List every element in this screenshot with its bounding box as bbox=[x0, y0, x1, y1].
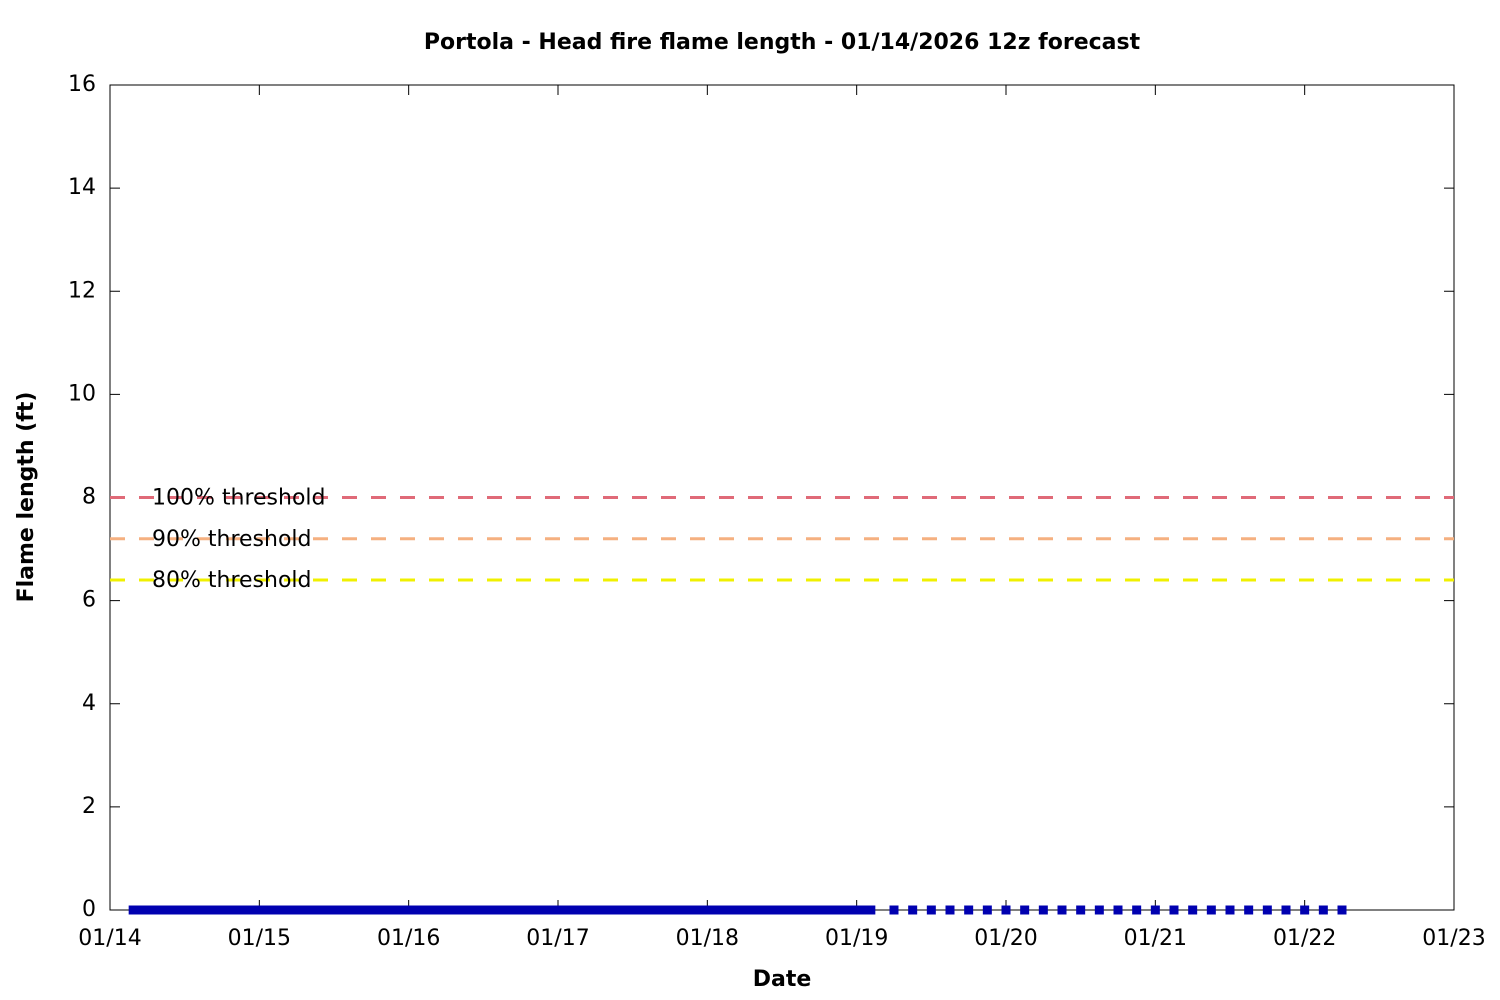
data-point bbox=[1337, 905, 1347, 915]
threshold-label: 80% threshold bbox=[152, 568, 312, 593]
y-axis-label: Flame length (ft) bbox=[14, 392, 39, 603]
data-point bbox=[945, 905, 955, 915]
x-tick-label: 01/22 bbox=[1273, 926, 1336, 951]
y-tick-label: 10 bbox=[68, 381, 96, 406]
data-point bbox=[1300, 905, 1310, 915]
data-point bbox=[889, 905, 899, 915]
y-tick-label: 4 bbox=[82, 691, 96, 716]
x-axis-label: Date bbox=[753, 967, 812, 992]
data-point bbox=[982, 905, 992, 915]
data-point bbox=[1113, 905, 1123, 915]
x-tick-label: 01/19 bbox=[825, 926, 888, 951]
data-point bbox=[1094, 905, 1104, 915]
data-point bbox=[1038, 905, 1048, 915]
x-tick-label: 01/14 bbox=[78, 926, 141, 951]
y-tick-label: 0 bbox=[82, 897, 96, 922]
threshold-label: 100% threshold bbox=[152, 486, 326, 511]
x-tick-label: 01/21 bbox=[1124, 926, 1187, 951]
data-point bbox=[1244, 905, 1254, 915]
data-point bbox=[1318, 905, 1328, 915]
x-tick-label: 01/18 bbox=[676, 926, 739, 951]
x-tick-label: 01/15 bbox=[228, 926, 291, 951]
data-point bbox=[1281, 905, 1291, 915]
y-tick-label: 14 bbox=[68, 175, 96, 200]
data-point bbox=[1206, 905, 1216, 915]
x-tick-label: 01/17 bbox=[526, 926, 589, 951]
data-point bbox=[1132, 905, 1142, 915]
y-tick-label: 8 bbox=[82, 485, 96, 510]
data-point bbox=[1188, 905, 1198, 915]
chart-title: Portola - Head fire flame length - 01/14… bbox=[424, 30, 1141, 55]
threshold-label: 90% threshold bbox=[152, 527, 312, 552]
data-point bbox=[1057, 905, 1067, 915]
y-tick-label: 6 bbox=[82, 588, 96, 613]
x-tick-label: 01/23 bbox=[1422, 926, 1485, 951]
data-point bbox=[1225, 905, 1235, 915]
x-tick-label: 01/16 bbox=[377, 926, 440, 951]
data-point bbox=[964, 905, 974, 915]
y-tick-label: 12 bbox=[68, 278, 96, 303]
data-point bbox=[926, 905, 936, 915]
data-point bbox=[1076, 905, 1086, 915]
data-point bbox=[1150, 905, 1160, 915]
data-point bbox=[1020, 905, 1030, 915]
y-tick-label: 16 bbox=[68, 72, 96, 97]
y-tick-label: 2 bbox=[82, 794, 96, 819]
data-point bbox=[908, 905, 918, 915]
data-point bbox=[1169, 905, 1179, 915]
data-point bbox=[1262, 905, 1272, 915]
x-tick-label: 01/20 bbox=[974, 926, 1037, 951]
data-point bbox=[1001, 905, 1011, 915]
